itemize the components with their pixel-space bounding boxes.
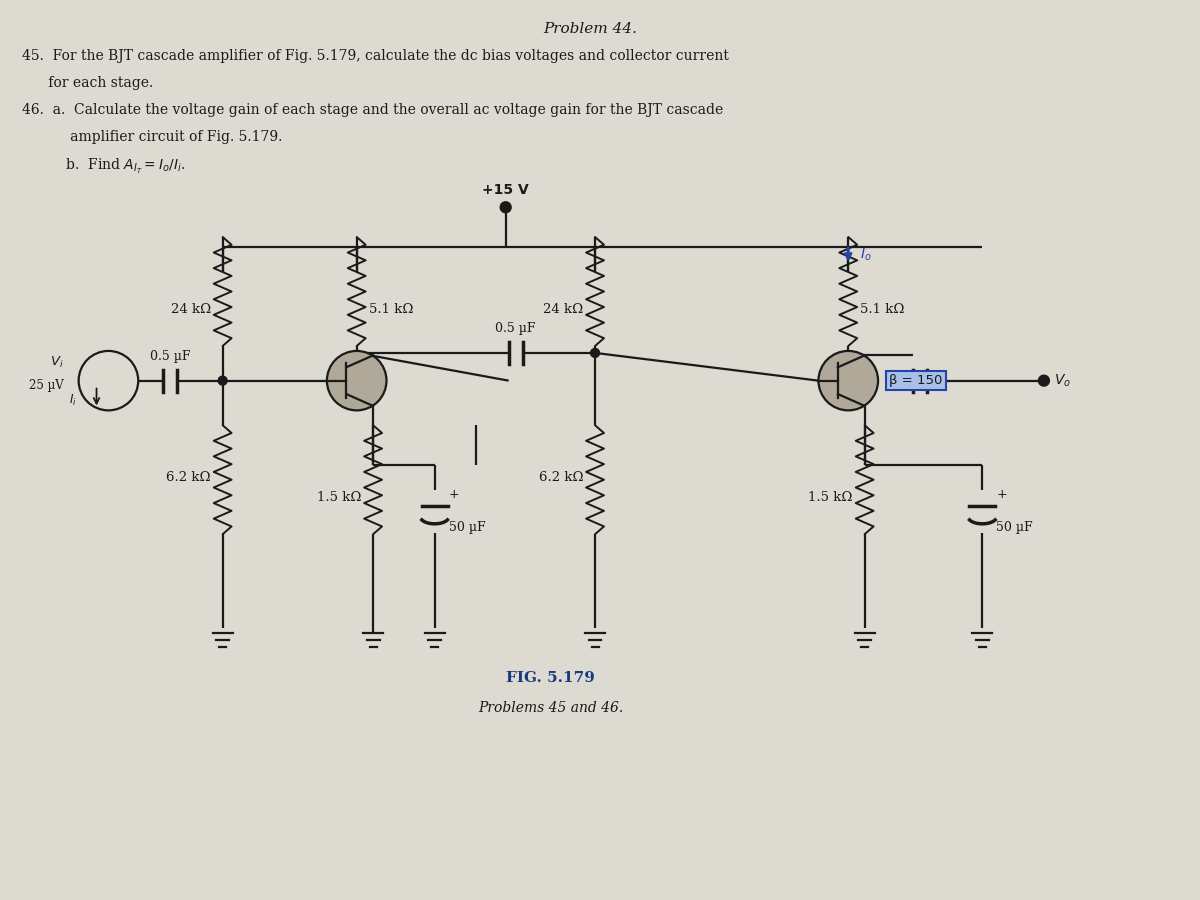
Text: 6.2 kΩ: 6.2 kΩ <box>167 472 211 484</box>
Text: 46.  a.  Calculate the voltage gain of each stage and the overall ac voltage gai: 46. a. Calculate the voltage gain of eac… <box>22 104 724 117</box>
Text: $V_o$: $V_o$ <box>1054 373 1070 389</box>
Text: β = 150: β = 150 <box>889 374 942 387</box>
Text: 50 µF: 50 µF <box>449 521 485 534</box>
Text: $V_i$: $V_i$ <box>50 356 64 371</box>
Text: 25 µV: 25 µV <box>29 379 64 392</box>
Text: 50 µF: 50 µF <box>996 521 1033 534</box>
Text: b.  Find $A_{I_T} = I_o/I_i$.: b. Find $A_{I_T} = I_o/I_i$. <box>38 157 185 176</box>
Text: +: + <box>996 488 1007 501</box>
Text: 6.2 kΩ: 6.2 kΩ <box>539 472 583 484</box>
Text: $I_i$: $I_i$ <box>68 393 77 408</box>
Text: $I_o$: $I_o$ <box>860 247 871 263</box>
Circle shape <box>590 348 600 357</box>
Text: 5.1 kΩ: 5.1 kΩ <box>368 302 413 316</box>
Text: amplifier circuit of Fig. 5.179.: amplifier circuit of Fig. 5.179. <box>22 130 282 144</box>
Text: +: + <box>449 488 460 501</box>
Text: 1.5 kΩ: 1.5 kΩ <box>317 491 361 504</box>
Text: 24 kΩ: 24 kΩ <box>542 302 583 316</box>
Text: Problems 45 and 46.: Problems 45 and 46. <box>478 700 623 715</box>
Circle shape <box>500 202 511 212</box>
Text: 1.5 kΩ: 1.5 kΩ <box>809 491 853 504</box>
Text: 24 kΩ: 24 kΩ <box>170 302 211 316</box>
Text: +15 V: +15 V <box>482 184 529 197</box>
Text: FIG. 5.179: FIG. 5.179 <box>506 670 595 685</box>
Circle shape <box>218 376 227 385</box>
Circle shape <box>818 351 878 410</box>
Circle shape <box>1038 375 1049 386</box>
Text: 0.5 µF: 0.5 µF <box>496 322 536 335</box>
Text: Problem 44.: Problem 44. <box>544 22 637 36</box>
Text: 5.1 kΩ: 5.1 kΩ <box>860 302 905 316</box>
Circle shape <box>326 351 386 410</box>
Text: 45.  For the BJT cascade amplifier of Fig. 5.179, calculate the dc bias voltages: 45. For the BJT cascade amplifier of Fig… <box>22 49 728 63</box>
Text: 0.5 µF: 0.5 µF <box>150 350 191 363</box>
Text: for each stage.: for each stage. <box>22 76 154 89</box>
